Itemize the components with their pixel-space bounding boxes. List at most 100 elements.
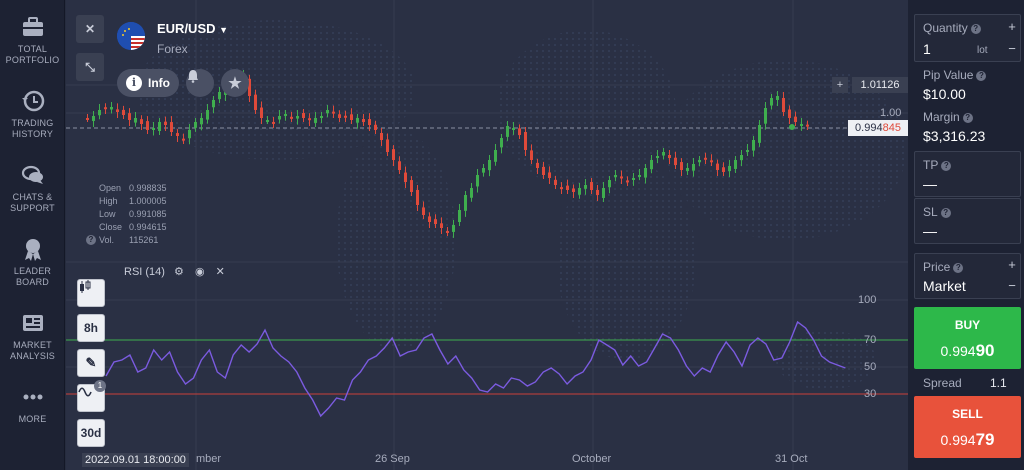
candle — [338, 114, 341, 118]
price-increase-button[interactable]: + — [1008, 257, 1016, 272]
favorite-button[interactable]: ★ — [221, 69, 249, 97]
candle — [374, 124, 377, 130]
sidebar-item-label: BOARD — [15, 277, 49, 287]
sidebar-item-total-portfolio[interactable]: TOTAL PORTFOLIO — [0, 14, 65, 66]
help-icon: ? — [970, 23, 981, 34]
candle — [158, 122, 161, 131]
pencil-icon: ✎ — [85, 355, 97, 370]
close-icon: ✕ — [84, 22, 96, 36]
candle — [434, 219, 437, 224]
collapse-button[interactable]: ⤡ — [76, 53, 104, 81]
candle — [770, 98, 773, 106]
candle — [182, 138, 185, 141]
sidebar-item-market-analysis[interactable]: MARKET ANALYSIS — [0, 310, 65, 362]
candle — [362, 118, 365, 122]
x-axis-label: mber — [196, 453, 222, 465]
sidebar-item-leader-board[interactable]: LEADER BOARD — [0, 236, 65, 288]
margin-value: $3,316.23 — [923, 128, 986, 144]
eye-icon[interactable]: ◉ — [194, 266, 205, 278]
sl-value[interactable]: — — [923, 223, 937, 239]
quantity-increase-button[interactable]: + — [1008, 19, 1016, 34]
current-price-marker — [789, 124, 795, 130]
candle — [578, 188, 581, 195]
candle — [428, 216, 431, 222]
close-button[interactable]: ✕ — [76, 15, 104, 43]
candle — [482, 168, 485, 173]
price-field[interactable]: Price? Market + − — [914, 253, 1021, 299]
candle — [692, 164, 695, 171]
alert-button[interactable] — [186, 69, 214, 97]
asset-name[interactable]: EUR/USD ▼ — [157, 21, 229, 36]
info-button[interactable]: i Info — [117, 69, 179, 97]
stop-loss-field[interactable]: SL? — — [914, 198, 1021, 244]
sidebar-item-label: SUPPORT — [10, 203, 55, 213]
margin-label: Margin? — [923, 110, 973, 124]
rsi-axis-label: 30 — [864, 388, 877, 400]
buy-label: BUY — [954, 318, 981, 332]
candle — [506, 126, 509, 137]
candle — [782, 97, 785, 112]
candle — [272, 121, 275, 124]
sidebar-item-label: PORTFOLIO — [5, 55, 60, 65]
buy-button[interactable]: BUY 0.99490 — [914, 307, 1021, 369]
sidebar-item-label: TRADING — [11, 118, 54, 128]
sidebar-item-label: MARKET — [13, 340, 52, 350]
buy-price: 0.99490 — [940, 341, 995, 360]
candle — [788, 109, 791, 118]
chevron-down-icon: ▼ — [219, 25, 229, 35]
candle — [356, 118, 359, 123]
sidebar-item-trading-history[interactable]: TRADING HISTORY — [0, 88, 65, 140]
candle — [452, 225, 455, 232]
candle — [110, 107, 113, 110]
help-icon[interactable]: ? — [86, 235, 96, 245]
info-icon: i — [126, 75, 142, 91]
bell-icon — [188, 70, 198, 83]
quantity-decrease-button[interactable]: − — [1008, 41, 1016, 56]
candle — [662, 152, 665, 156]
candle — [368, 119, 371, 125]
current-price-tag: 0.994845 — [848, 120, 908, 136]
price-decrease-button[interactable]: − — [1008, 278, 1016, 293]
candle — [260, 107, 263, 118]
candle — [416, 189, 419, 205]
rsi-axis-label: 50 — [864, 361, 877, 373]
gear-icon[interactable]: ⚙ — [174, 266, 184, 278]
candle — [254, 94, 257, 110]
candle — [632, 178, 635, 180]
chat-icon — [21, 165, 43, 184]
candle — [164, 121, 167, 125]
price-chart[interactable] — [66, 0, 908, 470]
close-icon[interactable]: ✕ — [215, 266, 225, 278]
candle — [128, 113, 131, 120]
candle — [734, 160, 737, 169]
sell-button[interactable]: SELL 0.99479 — [914, 396, 1021, 458]
candle — [194, 122, 197, 128]
price-value[interactable]: Market — [923, 278, 966, 294]
add-level-button[interactable]: + — [832, 77, 848, 93]
candle — [404, 172, 407, 182]
quantity-label: Quantity? — [923, 21, 981, 35]
quantity-field[interactable]: Quantity? 1 lot + − — [914, 14, 1021, 62]
grid — [66, 0, 908, 470]
period-button[interactable]: 30d — [77, 419, 105, 447]
candle — [626, 180, 629, 183]
candle — [740, 155, 743, 161]
candle — [800, 124, 803, 126]
quantity-value[interactable]: 1 — [923, 41, 931, 57]
sidebar-item-more[interactable]: MORE — [0, 384, 65, 425]
candle — [674, 157, 677, 165]
candle-interval-button[interactable]: 8h — [77, 314, 105, 342]
drawing-tools-button[interactable]: ✎ — [77, 349, 105, 377]
history-icon — [21, 90, 44, 112]
candle — [458, 210, 461, 223]
asset-category: Forex — [157, 42, 188, 56]
sell-price: 0.99479 — [940, 430, 995, 449]
candle — [704, 157, 707, 160]
chart-area[interactable]: ✕ ⤡ EUR/USD ▼ Forex i Info ★ + 1.01126 1… — [66, 0, 908, 470]
sidebar-item-chats-support[interactable]: CHATS & SUPPORT — [0, 162, 65, 214]
x-axis-label: 31 Oct — [775, 453, 808, 465]
take-profit-field[interactable]: TP? — — [914, 151, 1021, 197]
tp-value[interactable]: — — [923, 176, 937, 192]
chart-type-button[interactable] — [77, 279, 105, 307]
level-1-label: 1.00 — [880, 107, 902, 119]
